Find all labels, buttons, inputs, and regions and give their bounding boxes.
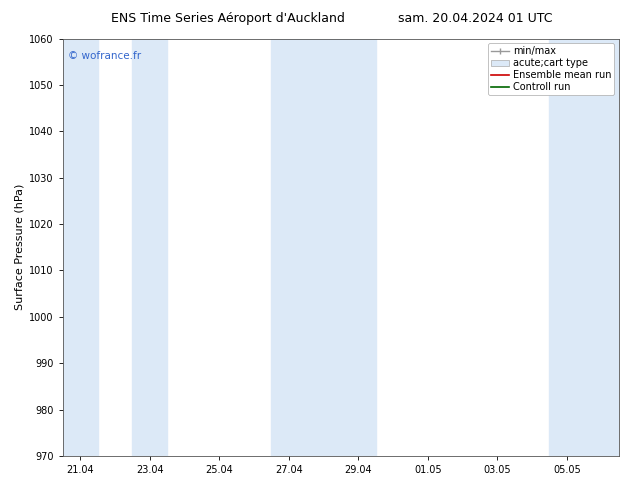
Text: sam. 20.04.2024 01 UTC: sam. 20.04.2024 01 UTC [398, 12, 553, 25]
Text: © wofrance.fr: © wofrance.fr [68, 51, 141, 61]
Bar [550, 39, 619, 456]
Y-axis label: Surface Pressure (hPa): Surface Pressure (hPa) [15, 184, 25, 311]
Bar [133, 39, 167, 456]
Text: ENS Time Series Aéroport d'Auckland: ENS Time Series Aéroport d'Auckland [112, 12, 345, 25]
Legend: min/max, acute;cart type, Ensemble mean run, Controll run: min/max, acute;cart type, Ensemble mean … [488, 44, 614, 95]
Bar [271, 39, 376, 456]
Bar [63, 39, 98, 456]
